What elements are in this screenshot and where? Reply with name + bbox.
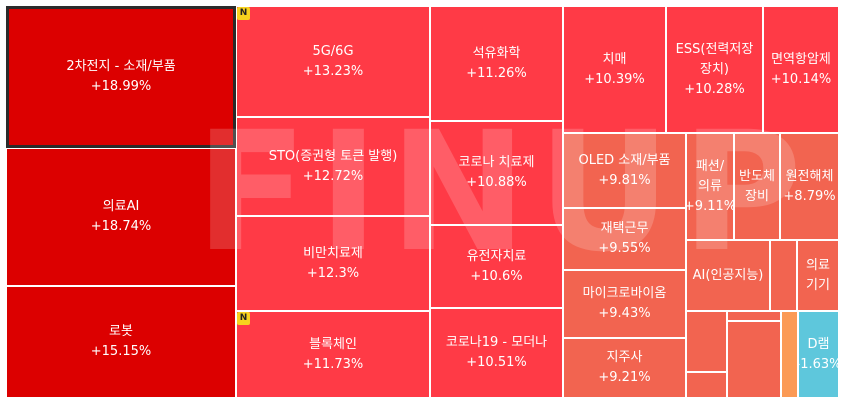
tile-name: 2차전지 - 소재/부품 — [66, 59, 176, 74]
tile-name: 코로나 치료제 — [458, 155, 535, 170]
tile-remote-work[interactable]: 재택근무 +9.55% — [563, 208, 686, 270]
tile-name: 비만치료제 — [303, 245, 363, 261]
tile-fashion[interactable]: 패션/의류 +9.11% — [686, 133, 734, 240]
tile-name: 블록체인 — [309, 336, 357, 352]
tile-percent: +9.81% — [598, 172, 651, 188]
tile-name: 코로나19 - 모더나 — [445, 335, 548, 350]
tile-petrochem[interactable]: 석유화학 +11.26% — [430, 6, 563, 121]
tile-percent: +12.72% — [302, 168, 364, 184]
tile-nuclear-decommission[interactable]: 원전해체 +8.79% — [780, 133, 839, 240]
tile-dementia[interactable]: 치매 +10.39% — [563, 6, 666, 133]
tile-small-orange[interactable] — [781, 311, 798, 398]
tile-percent: +10.28% — [684, 81, 745, 97]
tile-dram[interactable]: D램 -1.63% — [798, 311, 839, 398]
tile-name: 로봇 — [109, 324, 133, 339]
tile-percent: +10.88% — [466, 175, 527, 190]
tile-semiconductor-equipment[interactable]: 반도체 장비 — [734, 133, 780, 240]
tile-ess[interactable]: ESS(전력저장장치) +10.28% — [666, 6, 763, 133]
tile-name: 패션/의류 — [695, 158, 725, 194]
tile-small-4[interactable] — [727, 311, 781, 321]
tile-percent: +18.74% — [90, 219, 152, 234]
tile-percent: +11.73% — [302, 356, 364, 372]
tile-percent: +8.79% — [783, 188, 836, 204]
tile-name: D램 — [807, 336, 830, 352]
tile-medical-ai[interactable]: 의료AI +18.74% — [6, 148, 236, 286]
tile-percent: +10.6% — [470, 268, 523, 284]
tile-sto[interactable]: STO(증권형 토큰 발행) +12.72% — [236, 117, 430, 216]
tile-name: ESS(전력저장장치) — [675, 41, 754, 77]
tile-immune-oncology[interactable]: 면역항암제 +10.14% — [763, 6, 839, 133]
tile-percent: +9.55% — [598, 241, 651, 256]
tile-name: 치매 — [602, 51, 627, 67]
tile-oled[interactable]: OLED 소재/부품 +9.81% — [563, 133, 686, 208]
tile-name: 면역항암제 — [771, 51, 831, 67]
tile-name: 재택근무 — [600, 221, 649, 236]
tile-percent: +11.26% — [466, 65, 527, 81]
tile-percent: -1.63% — [799, 356, 839, 372]
tile-name: 5G/6G — [312, 43, 354, 59]
tile-ai[interactable]: AI(인공지능) — [686, 240, 770, 311]
tile-small-3[interactable] — [686, 372, 727, 398]
tile-name: 마이크로바이옴 — [582, 286, 667, 301]
tile-name: STO(증권형 토큰 발행) — [268, 148, 398, 164]
tile-microbiome[interactable]: 마이크로바이옴 +9.43% — [563, 270, 686, 338]
tile-name: 석유화학 — [472, 45, 521, 61]
tile-small-2[interactable] — [686, 311, 727, 372]
tile-5g6g[interactable]: 5G/6G +13.23% — [236, 6, 430, 117]
tile-percent: +10.51% — [466, 355, 527, 370]
tile-percent: +10.39% — [584, 71, 645, 87]
tile-name: 원전해체 — [785, 168, 834, 184]
tile-name: 의료AI — [102, 199, 140, 214]
new-badge: N — [237, 7, 250, 20]
tile-robot[interactable]: 로봇 +15.15% — [6, 286, 236, 398]
tile-corona19[interactable]: 코로나19 - 모더나 +10.51% — [430, 308, 563, 398]
tile-name: OLED 소재/부품 — [578, 152, 671, 168]
tile-percent: +15.15% — [90, 344, 152, 359]
tile-percent: +18.99% — [90, 79, 152, 94]
tile-obesity[interactable]: 비만치료제 +12.3% — [236, 216, 430, 311]
tile-percent: +10.14% — [770, 71, 832, 87]
tile-percent: +9.21% — [598, 370, 651, 385]
tile-name: 의료기기 — [806, 257, 830, 293]
tile-small-5[interactable] — [727, 321, 781, 398]
new-badge: N — [237, 312, 250, 325]
tile-name: AI(인공지능) — [692, 267, 764, 283]
tile-corona-treatment[interactable]: 코로나 치료제 +10.88% — [430, 121, 563, 225]
tile-gene-therapy[interactable]: 유전자치료 +10.6% — [430, 225, 563, 308]
tile-percent: +12.3% — [306, 265, 360, 281]
tile-percent: +13.23% — [302, 63, 364, 79]
tile-name: 지주사 — [606, 350, 643, 365]
tile-name: 유전자치료 — [466, 248, 527, 264]
tile-percent: +9.11% — [686, 198, 734, 214]
tile-medical-device[interactable]: 의료기기 — [797, 240, 839, 311]
tile-name: 반도체 장비 — [739, 168, 775, 204]
tile-blockchain[interactable]: 블록체인 +11.73% — [236, 311, 430, 398]
tile-small-1[interactable] — [770, 240, 797, 311]
tile-percent: +9.43% — [598, 306, 651, 321]
tile-holding-company[interactable]: 지주사 +9.21% — [563, 338, 686, 398]
tile-battery[interactable]: 2차전지 - 소재/부품 +18.99% — [6, 6, 236, 148]
